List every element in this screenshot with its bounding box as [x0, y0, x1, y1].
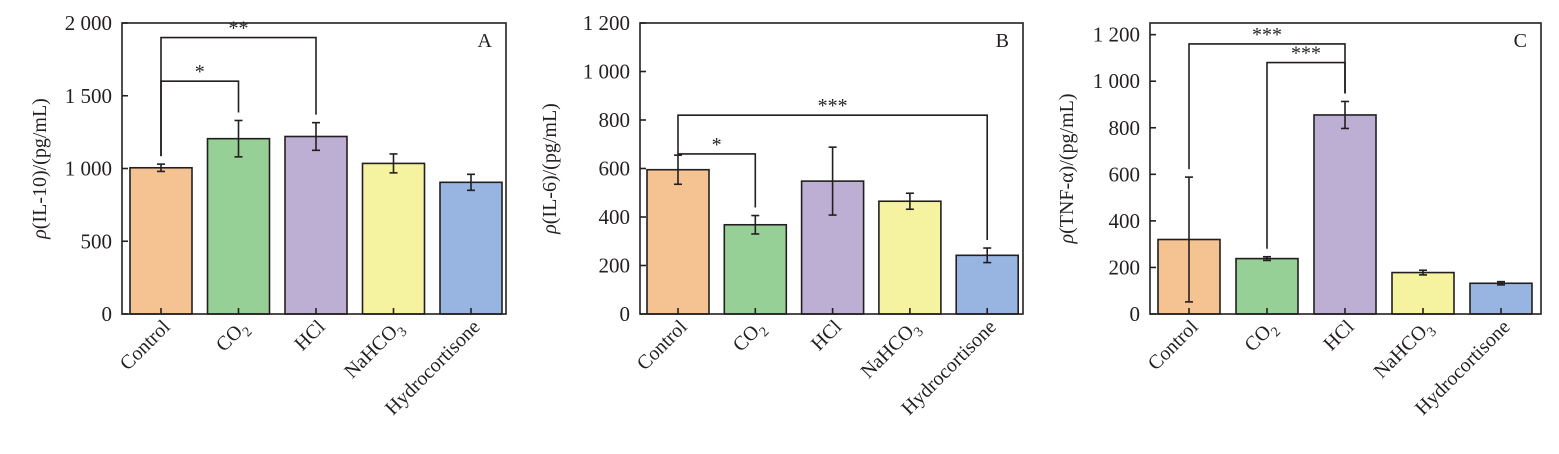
error-bar-5	[1497, 280, 1505, 286]
x-tick-label: CO2	[729, 316, 773, 360]
error-bar-5	[467, 173, 475, 192]
error-bar-1	[1185, 176, 1193, 303]
bar-5	[439, 181, 503, 315]
x-tick-label: HCl	[290, 316, 329, 355]
error-bar-1	[157, 163, 165, 173]
panel-label: A	[478, 30, 493, 52]
y-tick-label: 200	[1109, 255, 1141, 279]
bar-4	[878, 200, 942, 315]
x-tick-label: NaHCO3	[857, 316, 927, 386]
error-bar-1	[674, 154, 682, 186]
y-axis-label: ρ(IL-10)/(pg/mL)	[29, 98, 51, 240]
x-tick-label: HCl	[807, 316, 846, 355]
x-tick-label: Control	[633, 316, 692, 375]
y-tick-label: 800	[599, 108, 631, 132]
x-tick-label: CO2	[212, 316, 256, 360]
error-bar-2	[751, 214, 760, 235]
y-tick-label: 1 200	[583, 11, 630, 35]
y-tick-label: 400	[1109, 209, 1141, 233]
y-tick-label: 200	[599, 254, 631, 278]
error-bar-5	[983, 247, 992, 264]
y-tick-label: 600	[1109, 162, 1141, 186]
y-tick-label: 600	[599, 157, 631, 181]
significance-bracket-1	[677, 147, 757, 208]
significance-label-2: ***	[818, 95, 848, 117]
x-tick-label: Control	[1144, 316, 1203, 375]
y-tick-label: 1 200	[1093, 23, 1140, 47]
y-tick-label: 2 000	[65, 11, 112, 35]
x-tick-label: NaHCO3	[340, 316, 410, 386]
y-tick-label: 0	[1130, 302, 1141, 326]
significance-label-1: *	[195, 61, 205, 83]
panel-label: B	[996, 30, 1009, 52]
significance-label-2: ***	[1291, 43, 1321, 65]
bar-4	[1391, 271, 1455, 315]
error-bar-2	[234, 119, 243, 158]
error-bar-3	[312, 121, 320, 152]
bar-3	[284, 135, 348, 315]
significance-label-1: *	[712, 134, 722, 156]
error-bar-4	[905, 192, 914, 211]
x-tick-label: NaHCO3	[1370, 316, 1440, 386]
y-tick-label: 0	[620, 302, 631, 326]
error-bar-4	[389, 153, 398, 174]
bar-1	[646, 168, 710, 315]
y-tick-label: 1 500	[65, 84, 112, 108]
significance-bracket-2	[1266, 61, 1346, 249]
bar-4	[361, 162, 426, 315]
significance-label-1: ***	[1252, 24, 1282, 46]
y-axis-label: ρ(IL-6)/(pg/mL)	[539, 103, 561, 235]
significance-bracket-2	[160, 36, 317, 157]
bar-1	[129, 166, 193, 315]
y-tick-label: 1 000	[65, 157, 112, 181]
x-tick-label: CO2	[1240, 316, 1284, 360]
chart-panel-c: *** *** 0 200 400 600 800 1 000 1 200 Control CO2 H…	[1056, 22, 1542, 420]
y-tick-label: 0	[102, 302, 113, 326]
bar-5	[955, 254, 1020, 315]
y-tick-label: 1 000	[583, 60, 630, 84]
error-bar-4	[1419, 269, 1427, 276]
bar-2	[723, 223, 788, 315]
bar-2	[206, 137, 271, 315]
y-tick-label: 800	[1109, 116, 1141, 140]
significance-label-2: **	[229, 18, 249, 40]
bar-3	[1313, 114, 1377, 315]
y-tick-label: 500	[81, 229, 113, 253]
bar-2	[1235, 257, 1299, 315]
x-tick-label: HCl	[1319, 316, 1358, 355]
significance-bracket-2	[677, 114, 989, 241]
y-tick-label: 1 000	[1093, 69, 1140, 93]
y-tick-label: 400	[599, 205, 631, 229]
y-axis-label: ρ(TNF-α)/(pg/mL)	[1056, 93, 1078, 244]
panel-label: C	[1514, 30, 1527, 52]
error-bar-3	[1341, 100, 1349, 130]
x-tick-label: Control	[116, 316, 175, 375]
error-bar-2	[1263, 255, 1271, 262]
error-bar-3	[828, 146, 837, 216]
